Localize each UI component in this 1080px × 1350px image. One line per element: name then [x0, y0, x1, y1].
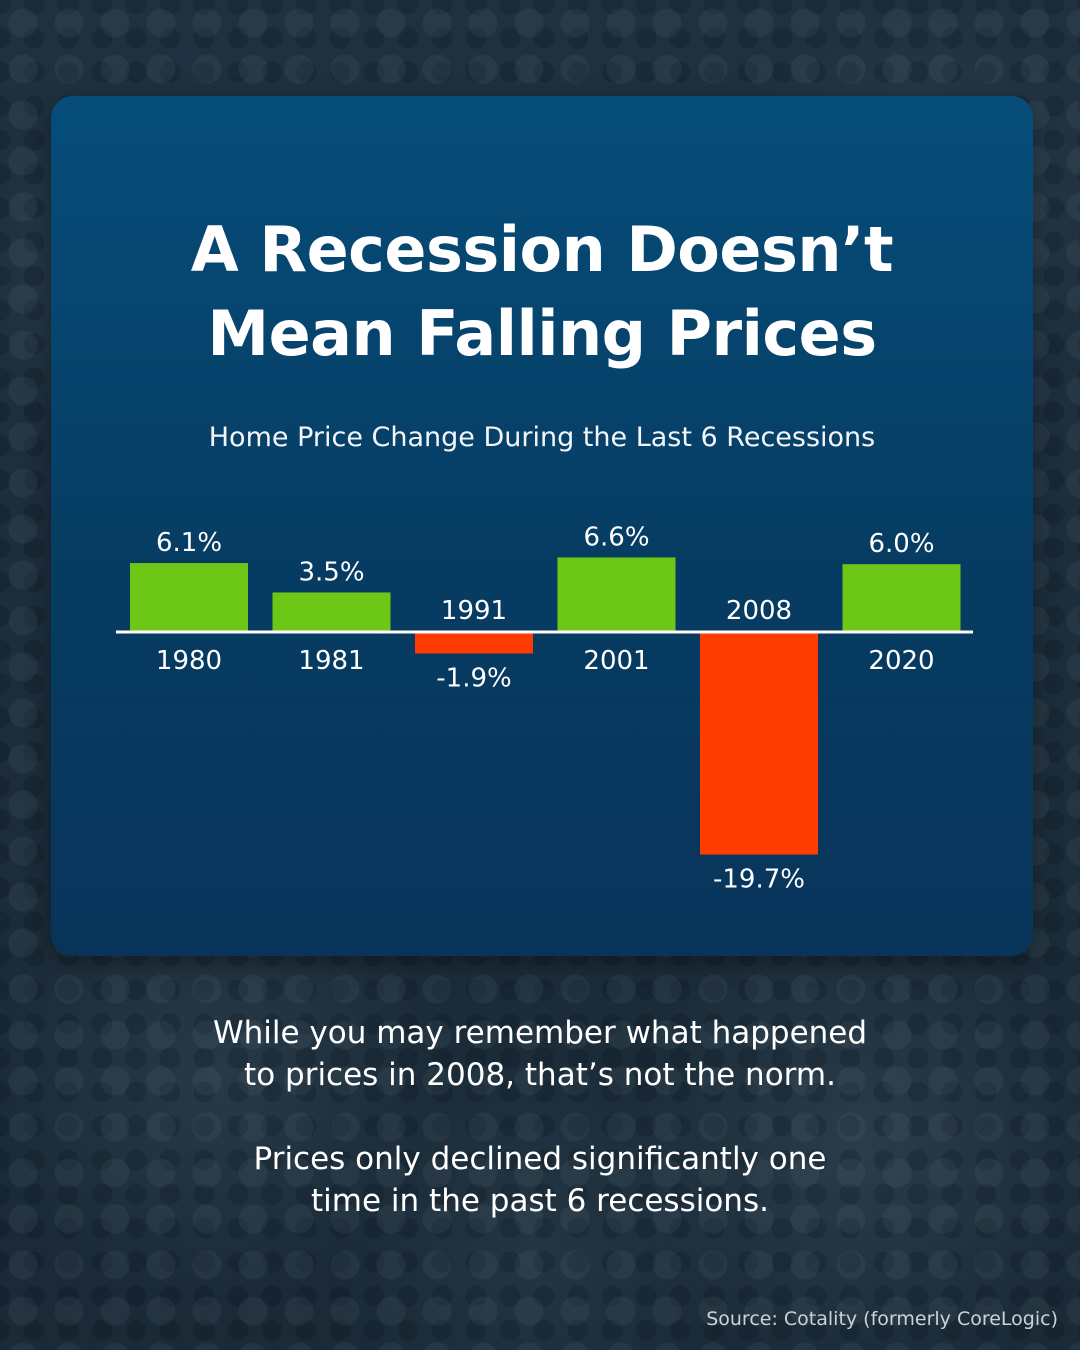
category-label-2020: 2020 [868, 646, 934, 676]
category-label-2008: 2008 [726, 596, 792, 626]
headline-line-2: Mean Falling Prices [207, 297, 877, 370]
value-label-1991: -1.9% [436, 663, 511, 693]
bar-2020 [842, 564, 961, 632]
category-label-1980: 1980 [156, 646, 222, 676]
value-label-2001: 6.6% [583, 522, 649, 552]
headline: A Recession Doesn’t Mean Falling Prices [51, 208, 1033, 376]
paragraph-1: While you may remember what happened to … [0, 1012, 1080, 1096]
category-label-2001: 2001 [583, 646, 649, 676]
value-label-2020: 6.0% [868, 529, 934, 559]
bar-1980 [130, 563, 248, 632]
paragraph-2-line-2: time in the past 6 recessions. [311, 1183, 769, 1219]
bar-1991 [415, 632, 533, 654]
bar-chart: 6.1% 1980 3.5% 1981 -1.9% 1991 6.6% 2001 -19.7% 2… [116, 522, 973, 895]
value-label-2008: -19.7% [713, 865, 805, 895]
value-label-1980: 6.1% [156, 528, 222, 558]
source-note: Source: Cotality (formerly CoreLogic) [706, 1308, 1058, 1330]
paragraph-2-line-1: Prices only declined significantly one [253, 1141, 827, 1177]
headline-line-1: A Recession Doesn’t [190, 213, 894, 286]
value-label-1981: 3.5% [298, 557, 364, 587]
bar-2008 [700, 632, 818, 855]
paragraph-2: Prices only declined significantly one t… [0, 1138, 1080, 1222]
category-label-1991: 1991 [441, 596, 507, 626]
body-text: While you may remember what happened to … [0, 1012, 1080, 1264]
chart-card: A Recession Doesn’t Mean Falling Prices … [51, 96, 1033, 956]
chart-title: Home Price Change During the Last 6 Rece… [208, 422, 876, 453]
bar-2001 [557, 557, 676, 632]
paragraph-1-line-2: to prices in 2008, that’s not the norm. [244, 1057, 836, 1093]
bar-1981 [272, 592, 391, 632]
category-label-1981: 1981 [298, 646, 364, 676]
paragraph-1-line-1: While you may remember what happened [212, 1015, 868, 1051]
